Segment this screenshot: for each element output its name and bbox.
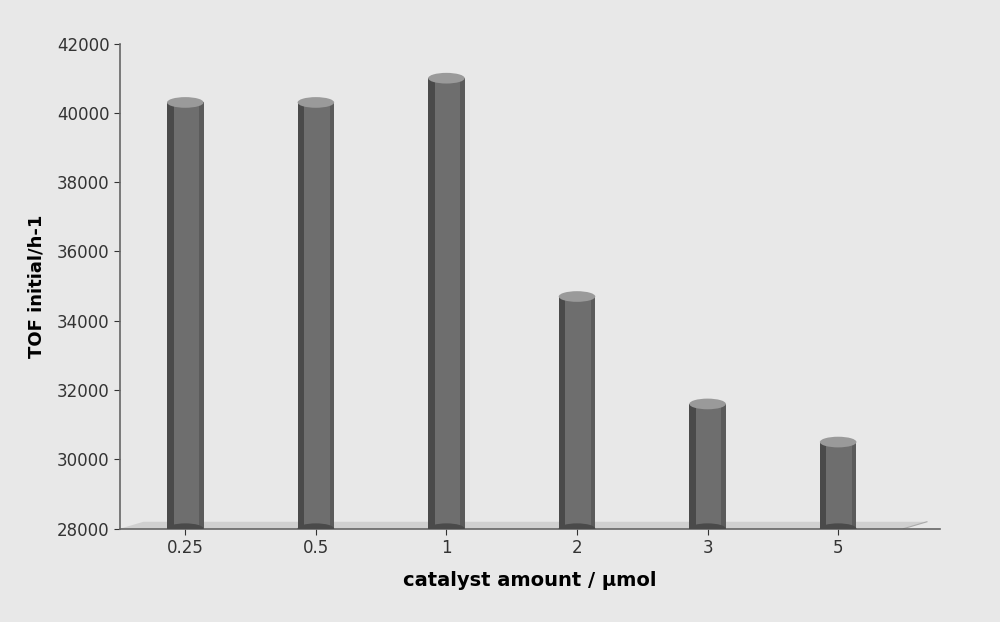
Ellipse shape <box>689 523 726 534</box>
Bar <box>167 103 174 529</box>
Bar <box>330 103 334 529</box>
X-axis label: catalyst amount / μmol: catalyst amount / μmol <box>403 571 657 590</box>
Polygon shape <box>120 522 927 529</box>
Ellipse shape <box>559 523 595 534</box>
Bar <box>689 404 726 529</box>
Bar <box>199 103 204 529</box>
Ellipse shape <box>428 73 465 83</box>
Bar <box>721 404 726 529</box>
Ellipse shape <box>428 523 465 534</box>
Ellipse shape <box>298 523 334 534</box>
Bar <box>298 103 304 529</box>
Ellipse shape <box>820 523 856 534</box>
Bar <box>167 103 204 529</box>
Bar <box>820 442 856 529</box>
Bar <box>428 78 435 529</box>
Bar <box>298 103 334 529</box>
Bar <box>591 297 595 529</box>
Ellipse shape <box>820 437 856 447</box>
Bar <box>852 442 856 529</box>
Bar <box>820 442 826 529</box>
Bar <box>460 78 465 529</box>
Ellipse shape <box>559 291 595 302</box>
Ellipse shape <box>167 97 204 108</box>
Ellipse shape <box>298 97 334 108</box>
Ellipse shape <box>689 399 726 409</box>
Bar <box>689 404 696 529</box>
Ellipse shape <box>167 523 204 534</box>
Bar <box>428 78 465 529</box>
Y-axis label: TOF initial/h-1: TOF initial/h-1 <box>28 215 46 358</box>
Bar <box>559 297 595 529</box>
Bar <box>559 297 565 529</box>
